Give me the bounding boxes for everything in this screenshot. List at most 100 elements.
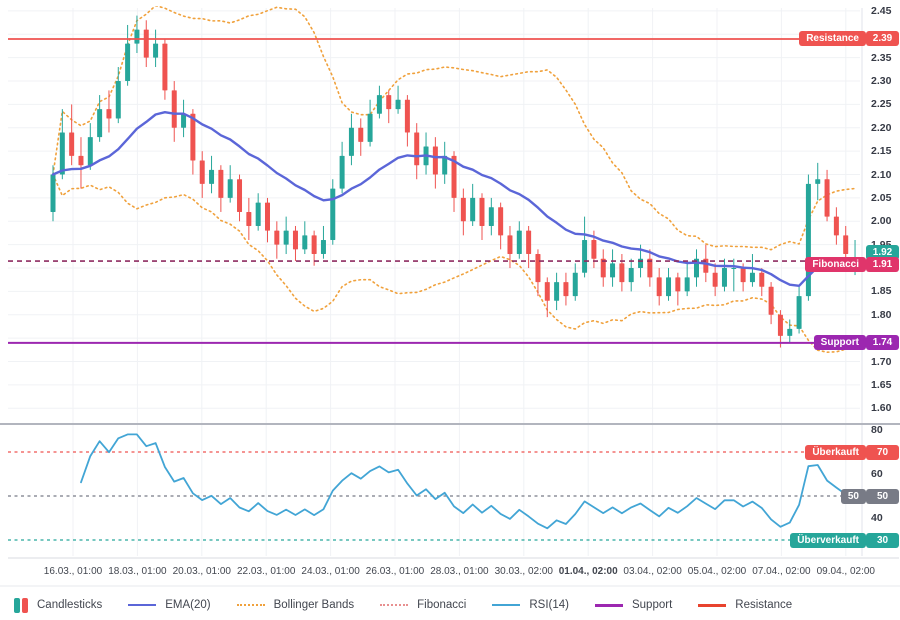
date-tick-label: 01.04., 02:00 (558, 566, 618, 577)
legend-item-resistance: Resistance (698, 599, 792, 611)
candle (302, 235, 308, 250)
legend-item-support: Support (594, 599, 673, 611)
candle (647, 258, 653, 278)
candle (274, 230, 280, 245)
date-tick-label: 20.03., 01:00 (172, 566, 231, 577)
candle (106, 109, 112, 119)
legend-item-rsi: RSI(14) (492, 599, 569, 611)
legend-item-candlesticks: Candlesticks (14, 597, 103, 613)
candle (376, 95, 382, 114)
date-tick-label: 16.03., 01:00 (43, 566, 103, 577)
price-tick-label: 2.10 (871, 168, 892, 181)
candle (227, 179, 233, 198)
date-tick-label: 26.03., 01:00 (365, 566, 425, 577)
rsi-oversold-tag: 30 (866, 532, 899, 548)
bollinger-line-icon (236, 604, 265, 606)
candle (264, 202, 270, 231)
date-tick-label: 07.04., 02:00 (752, 566, 811, 577)
legend-label: Resistance (735, 599, 793, 611)
candle (69, 132, 75, 156)
candlesticks-icon (14, 597, 28, 613)
rsi-line (80, 433, 856, 530)
candle (237, 179, 243, 212)
candle (87, 137, 93, 166)
candle (526, 230, 532, 255)
rsi-tick-label: 40 (871, 512, 883, 524)
candle (731, 268, 737, 270)
price-tick-label: 1.65 (871, 378, 892, 391)
candle (209, 169, 215, 184)
legend-label: Fibonacci (417, 599, 467, 611)
candle (190, 113, 196, 161)
candle (246, 211, 252, 226)
candle (50, 174, 56, 212)
resistance-badge: Resistance (799, 31, 866, 47)
candle (498, 207, 504, 236)
candle (843, 235, 849, 255)
legend-label: Support (631, 599, 673, 611)
chart-canvas[interactable] (0, 0, 900, 590)
legend-item-bollinger: Bollinger Bands (236, 599, 355, 611)
candle (199, 160, 205, 184)
price-tick-label: 2.05 (871, 191, 892, 204)
panel-separator (0, 423, 900, 425)
bollinger-upper-band (52, 6, 856, 251)
rsi-overbought-badge: Überkauft (805, 444, 866, 460)
candle (749, 272, 755, 283)
legend-label: EMA(20) (165, 599, 211, 611)
candle (358, 127, 364, 142)
rsi-line-icon (492, 604, 521, 606)
candle (656, 277, 662, 297)
date-tick-label: 22.03., 01:00 (236, 566, 296, 577)
candle (320, 240, 326, 255)
candle (115, 81, 121, 119)
candle (768, 286, 774, 315)
price-tick-label: 2.25 (871, 98, 892, 111)
date-tick-label: 24.03., 01:00 (301, 566, 360, 577)
candle (563, 282, 569, 297)
candle (684, 277, 690, 292)
date-tick-label: 28.03., 01:00 (430, 566, 489, 577)
price-tick-label: 2.20 (871, 121, 892, 134)
legend-item-fibonacci: Fibonacci (380, 599, 466, 611)
candle (78, 155, 84, 166)
candle (171, 90, 177, 128)
candle (404, 99, 410, 133)
candle (125, 43, 131, 82)
rsi-tick-label: 60 (871, 468, 883, 480)
candle (442, 155, 448, 175)
candle (330, 188, 336, 240)
candle (759, 272, 765, 287)
candle (488, 207, 494, 226)
price-tick-label: 2.15 (871, 145, 892, 158)
price-tick-label: 2.00 (871, 215, 892, 228)
candle (181, 113, 187, 128)
legend-label: Candlesticks (37, 599, 103, 611)
legend-label: Bollinger Bands (273, 599, 355, 611)
candle (59, 132, 65, 175)
candle (339, 155, 345, 189)
fibonacci-price-tag: 1.91 (866, 256, 899, 272)
candle (386, 95, 392, 110)
candle (796, 296, 802, 329)
bollinger-lower-band (52, 173, 856, 354)
candle (815, 179, 821, 184)
candle (628, 268, 634, 283)
legend-label: RSI(14) (529, 599, 569, 611)
price-tick-label: 2.30 (871, 75, 892, 88)
candle (470, 197, 476, 222)
candle (283, 230, 289, 245)
candle (675, 277, 681, 292)
price-tick-label: 1.85 (871, 285, 892, 298)
candle (824, 179, 830, 217)
date-tick-label: 30.03., 02:00 (494, 566, 553, 577)
candle (134, 29, 140, 44)
candle (414, 132, 420, 166)
ema-line (51, 110, 857, 287)
candle (451, 155, 457, 198)
fibonacci-badge: Fibonacci (805, 256, 866, 272)
candle (554, 282, 560, 301)
price-tick-label: 2.45 (871, 4, 892, 17)
candle (638, 258, 644, 269)
